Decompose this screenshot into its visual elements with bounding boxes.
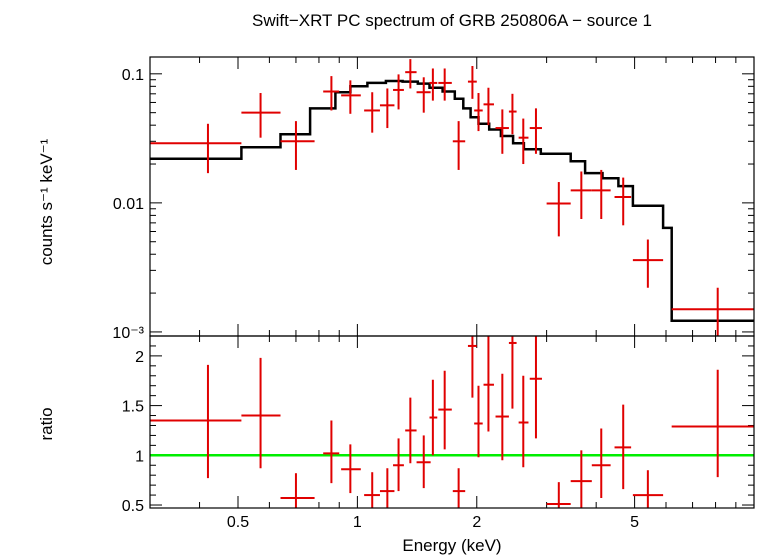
ratio-x-tick-label: 0.5 — [227, 514, 249, 531]
ratio-x-tick-label: 2 — [472, 514, 481, 531]
ratio-y-tick-label: 2 — [135, 349, 144, 366]
x-axis-label: Energy (keV) — [402, 536, 501, 555]
ratio-x-tick-label: 5 — [630, 514, 639, 531]
ratio-y-axis-label: ratio — [37, 407, 56, 440]
ratio-frame — [149, 335, 755, 509]
spectrum-model-line — [150, 79, 754, 323]
ratio-x-tick-label: 1 — [353, 514, 362, 531]
chart-title: Swift−XRT PC spectrum of GRB 250806A − s… — [252, 11, 652, 30]
ratio-y-tick-label: 1 — [135, 448, 144, 465]
spectrum-frame — [149, 56, 755, 337]
spectrum-panel: 0.1 0.01 10⁻³ — [112, 56, 755, 342]
ratio-panel: 0.5 1 2 5 0.5 1 1.5 2 — [122, 335, 755, 531]
ratio-y-tick-label: 0.5 — [122, 498, 144, 515]
spectrum-y-tick-label: 0.1 — [122, 67, 144, 84]
ratio-y-tick-label: 1.5 — [122, 399, 144, 416]
spectrum-y-tick-label: 0.01 — [113, 196, 144, 213]
spectrum-y-axis-label: counts s⁻¹ keV⁻¹ — [37, 138, 56, 265]
spectrum-y-tick-label: 10⁻³ — [112, 325, 144, 342]
